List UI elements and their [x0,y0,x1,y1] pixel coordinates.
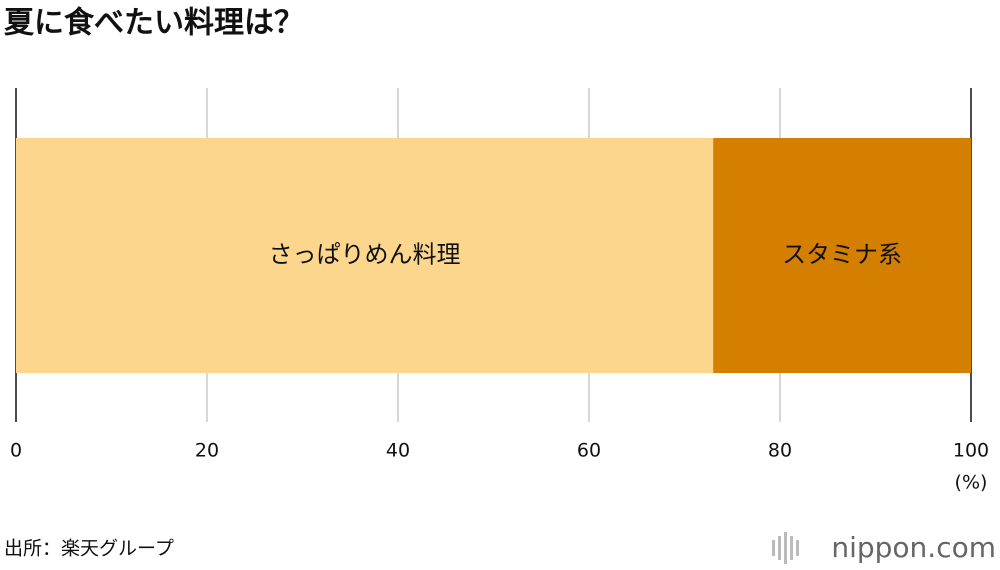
logo-mark [772,532,799,564]
source: 出所：楽天グループ [4,538,174,560]
x-unit: (%) [955,472,988,494]
x-tick-label: 40 [386,440,410,462]
x-tick-label: 60 [577,440,601,462]
x-tick-label: 20 [195,440,219,462]
chart-title: 夏に食べたい料理は？ [4,6,304,41]
bar-segment [16,138,714,373]
segment-label: スタミナ系 [782,241,902,269]
x-tick-label: 0 [10,440,22,462]
logo: nippon.com [831,531,996,564]
x-tick-label: 100 [953,440,989,462]
segment-label: さっぱりめん料理 [269,241,461,269]
bar-segment [713,138,971,373]
x-tick-label: 80 [768,440,792,462]
